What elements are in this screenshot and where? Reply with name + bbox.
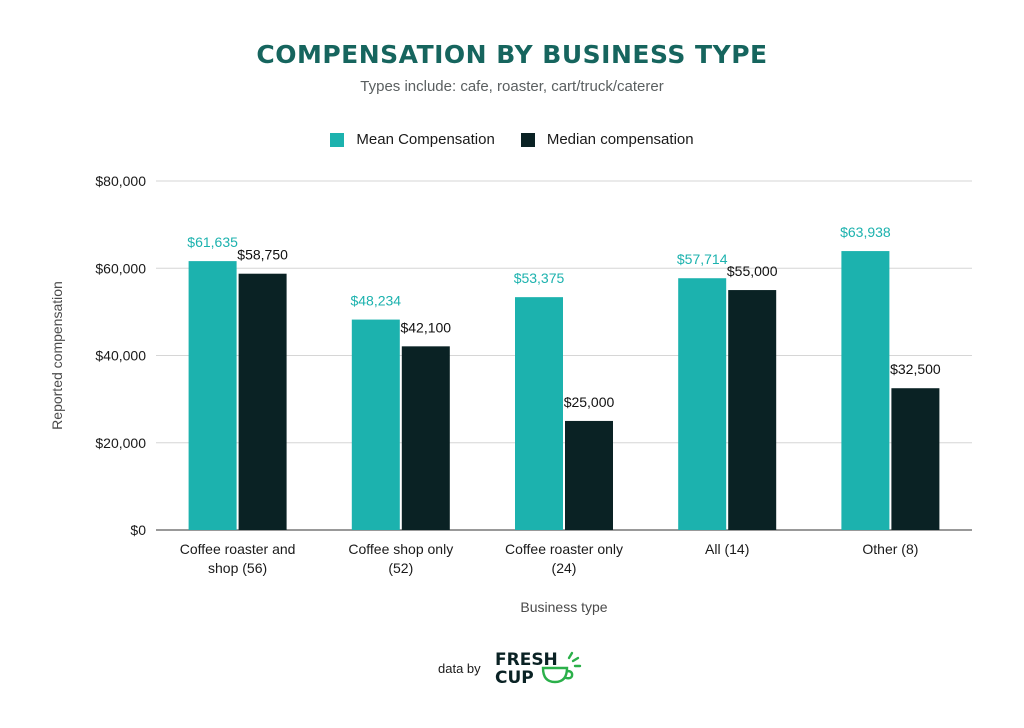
data-by-label: data by: [438, 660, 481, 676]
data-label: $61,635: [187, 234, 238, 250]
y-tick-label: $20,000: [95, 435, 146, 451]
y-axis-title: Reported compensation: [49, 281, 65, 430]
y-tick-label: $60,000: [95, 260, 146, 276]
legend-label-median: Median compensation: [546, 131, 694, 148]
legend-item-median: Median compensation: [520, 131, 694, 148]
x-tick-label: shop (56): [208, 560, 267, 576]
x-tick-label: (24): [552, 560, 577, 576]
bar-chart: $0 $20,000 $40,000 $60,000 $80,000 Reported c…: [49, 173, 972, 615]
data-label: $48,234: [350, 293, 401, 309]
x-axis-title: Business type: [520, 599, 607, 615]
bar: [728, 290, 777, 530]
x-tick-label: Coffee roaster only: [505, 541, 623, 557]
bar: [515, 297, 563, 530]
bar: [841, 251, 890, 530]
legend-swatch-median: [520, 132, 535, 147]
chart-legend: Mean Compensation Median compensation: [0, 131, 1024, 148]
data-label: $53,375: [514, 270, 565, 286]
fresh-cup-logo: FRESH CUP: [495, 650, 581, 688]
data-label: $42,100: [400, 319, 451, 335]
logo-line1: FRESH: [495, 650, 558, 670]
legend-item-mean: Mean Compensation: [330, 131, 495, 148]
bar: [238, 273, 287, 530]
data-label: $58,750: [237, 247, 288, 263]
data-label: $63,938: [840, 224, 891, 240]
data-label: $25,000: [564, 394, 615, 410]
logo-line2: CUP: [495, 668, 534, 688]
chart-title: COMPENSATION BY BUSINESS TYPE: [256, 40, 768, 69]
cup-icon: [541, 651, 581, 684]
bar: [891, 388, 940, 530]
legend-label-mean: Mean Compensation: [356, 131, 495, 148]
x-tick-label: Other (8): [862, 541, 918, 557]
x-tick-label: Coffee shop only: [348, 541, 453, 557]
bar: [565, 420, 613, 530]
x-tick-label: All (14): [705, 541, 749, 557]
y-tick-label: $80,000: [95, 173, 146, 189]
bar: [401, 346, 450, 530]
bar: [188, 261, 237, 530]
data-label: $55,000: [727, 263, 778, 279]
data-label: $57,714: [677, 251, 728, 267]
bar: [351, 319, 400, 530]
y-tick-label: $40,000: [95, 348, 146, 364]
x-tick-label: (52): [388, 560, 413, 576]
data-label: $32,500: [890, 361, 941, 377]
chart-subtitle: Types include: cafe, roaster, cart/truck…: [360, 78, 664, 95]
legend-swatch-mean: [330, 132, 345, 147]
y-tick-label: $0: [130, 522, 146, 538]
bar: [678, 278, 727, 530]
x-tick-label: Coffee roaster and: [180, 541, 296, 557]
footer-credit: data by FRESH CUP: [438, 648, 595, 688]
